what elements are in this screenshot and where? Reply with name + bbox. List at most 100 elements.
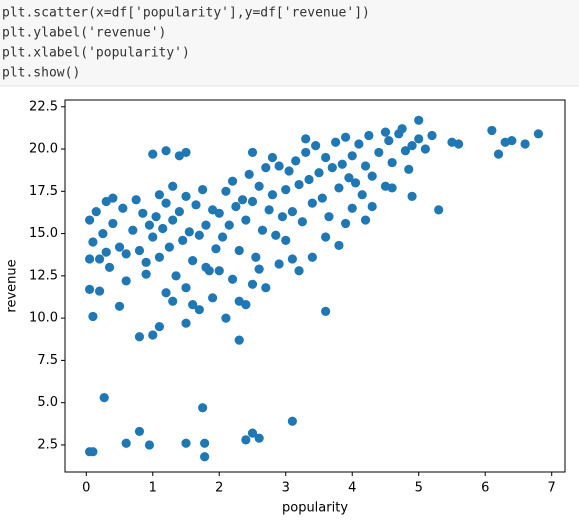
x-tick-label: 6 bbox=[481, 481, 489, 496]
scatter-point bbox=[188, 300, 198, 310]
scatter-point bbox=[88, 311, 98, 322]
scatter-point bbox=[194, 230, 204, 240]
scatter-point bbox=[247, 147, 258, 158]
scatter-point bbox=[181, 283, 191, 293]
scatter-point bbox=[247, 428, 258, 438]
scatter-point bbox=[267, 152, 278, 163]
scatter-point bbox=[221, 186, 231, 196]
scatter-point bbox=[387, 157, 397, 168]
scatter-point bbox=[201, 262, 211, 272]
scatter-point bbox=[85, 254, 95, 264]
scatter-point bbox=[324, 212, 334, 222]
scatter-point bbox=[101, 247, 111, 257]
scatter-point bbox=[367, 171, 377, 181]
y-tick-label: 20.0 bbox=[29, 142, 58, 157]
scatter-point bbox=[211, 244, 221, 254]
scatter-point bbox=[154, 190, 165, 200]
x-axis-label: popularity bbox=[282, 501, 348, 516]
scatter-point bbox=[181, 147, 191, 158]
scatter-point bbox=[161, 288, 171, 298]
scatter-point bbox=[184, 227, 194, 237]
scatter-point bbox=[347, 203, 357, 213]
scatter-point bbox=[154, 252, 165, 262]
scatter-point bbox=[251, 252, 261, 262]
scatter-point bbox=[168, 296, 178, 306]
scatter-point bbox=[214, 208, 224, 218]
scatter-point bbox=[380, 127, 391, 137]
scatter-point bbox=[201, 220, 211, 230]
scatter-point bbox=[141, 257, 151, 267]
scatter-point bbox=[241, 435, 251, 445]
scatter-point bbox=[158, 223, 168, 234]
scatter-point bbox=[267, 190, 278, 200]
scatter-point bbox=[237, 195, 248, 205]
scatter-point bbox=[85, 215, 95, 225]
scatter-point bbox=[198, 185, 208, 195]
scatter-point bbox=[91, 207, 101, 217]
scatter-point bbox=[171, 271, 181, 281]
scatter-point bbox=[397, 124, 407, 134]
scatter-point bbox=[164, 242, 174, 252]
x-tick-label: 7 bbox=[548, 481, 556, 496]
scatter-point bbox=[317, 193, 327, 203]
scatter-point bbox=[221, 313, 231, 323]
scatter-point bbox=[234, 245, 244, 256]
scatter-point bbox=[194, 305, 204, 315]
scatter-point bbox=[533, 129, 544, 139]
scatter-point bbox=[241, 215, 251, 225]
scatter-point bbox=[277, 212, 288, 222]
scatter-point bbox=[114, 242, 125, 252]
scatter-point bbox=[114, 301, 125, 311]
scatter-point bbox=[254, 433, 264, 443]
scatter-point bbox=[181, 191, 191, 201]
scatter-point bbox=[88, 447, 98, 457]
code-background bbox=[0, 0, 579, 86]
scatter-point bbox=[294, 266, 304, 276]
scatter-point bbox=[178, 235, 188, 245]
scatter-point bbox=[321, 152, 331, 163]
scatter-point bbox=[407, 141, 417, 151]
scatter-point bbox=[217, 232, 228, 242]
scatter-point bbox=[198, 403, 208, 413]
scatter-point bbox=[364, 130, 374, 141]
x-tick-label: 1 bbox=[149, 481, 157, 496]
scatter-point bbox=[134, 245, 145, 256]
scatter-point bbox=[151, 212, 161, 222]
scatter-point bbox=[414, 134, 424, 144]
scatter-point bbox=[331, 137, 341, 147]
scatter-point bbox=[108, 218, 118, 229]
scatter-point bbox=[85, 284, 95, 294]
scatter-point bbox=[144, 440, 155, 450]
scatter-point bbox=[104, 262, 115, 272]
scatter-point bbox=[94, 286, 105, 296]
scatter-point bbox=[208, 293, 218, 303]
scatter-point bbox=[261, 163, 271, 173]
y-tick-label: 5.0 bbox=[37, 395, 58, 410]
scatter-point bbox=[134, 426, 145, 437]
scatter-point bbox=[387, 183, 397, 193]
y-tick-label: 10.0 bbox=[29, 311, 58, 326]
scatter-point bbox=[354, 139, 364, 149]
scatter-point bbox=[454, 139, 464, 149]
scatter-point bbox=[241, 300, 251, 310]
scatter-point bbox=[301, 134, 311, 144]
axes-frame bbox=[64, 99, 566, 473]
scatter-point bbox=[99, 393, 109, 403]
scatter-point bbox=[487, 125, 497, 136]
scatter-point bbox=[188, 256, 198, 266]
scatter-point bbox=[360, 215, 371, 225]
scatter-point bbox=[321, 232, 331, 242]
scatter-point bbox=[281, 235, 291, 245]
code-line: plt.ylabel('revenue') bbox=[2, 26, 166, 41]
scatter-point bbox=[231, 201, 241, 212]
scatter-point bbox=[191, 200, 201, 210]
scatter-point bbox=[271, 230, 281, 240]
scatter-point bbox=[247, 196, 258, 207]
y-tick-label: 12.5 bbox=[29, 268, 58, 283]
scatter-point bbox=[420, 144, 430, 154]
scatter-point bbox=[108, 193, 118, 203]
scatter-point bbox=[128, 225, 138, 235]
scatter-point bbox=[334, 183, 344, 193]
scatter-point bbox=[148, 232, 158, 242]
